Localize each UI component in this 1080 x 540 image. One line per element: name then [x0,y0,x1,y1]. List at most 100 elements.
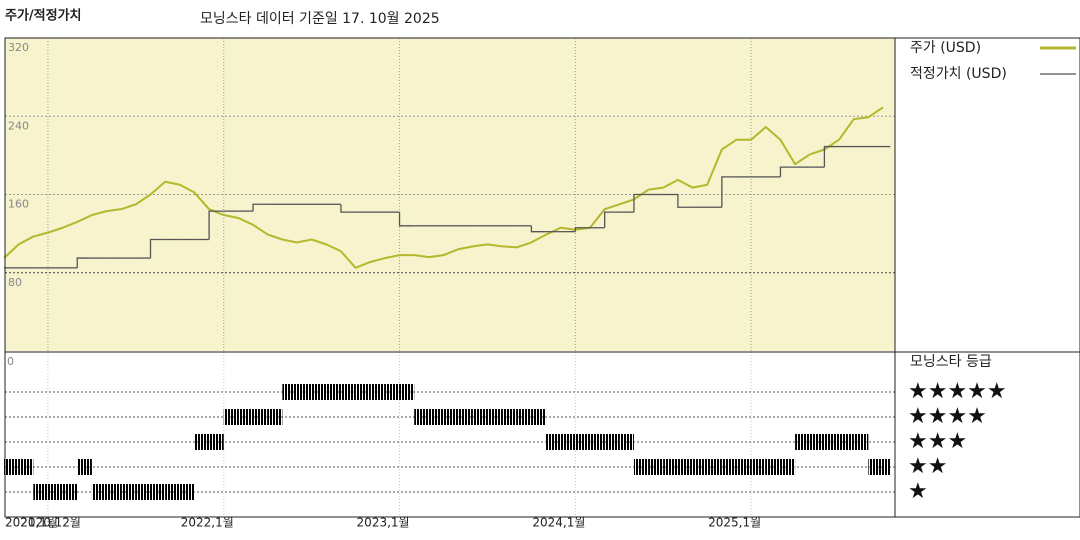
chart-subtitle: 모닝스타 데이터 기준일 17. 10월 2025 [200,11,440,27]
rating-bar [883,459,891,475]
fair-value-step [604,211,620,228]
fair-value-step [149,238,166,259]
rating-bar [692,459,708,475]
rating-bar [458,409,473,425]
rating-bar [677,459,693,475]
rating-bar [238,409,254,425]
rating-bar [663,459,678,475]
fair-value-step [823,145,840,168]
rating-bar [428,409,444,425]
rating-bar [721,459,737,475]
rating-bar [795,434,810,450]
rating-bar [77,459,92,475]
rating-bar [487,409,503,425]
rating-bar [311,384,327,400]
panel-title: 모닝스타 등급 [910,354,992,370]
rating-label: ★★★★ [908,404,987,429]
rating-bar [4,459,19,475]
rating-bar [502,409,517,425]
rating-bar [267,409,283,425]
y-tick-label: 240 [8,119,29,132]
rating-bar [135,484,151,500]
fair-value-step [76,257,92,268]
rating-bar [472,409,488,425]
fair-value-step [721,176,737,208]
rating-bar [619,434,634,450]
rating-bar [121,484,136,500]
rating-bar [384,384,400,400]
fair-value-step [574,227,590,232]
rating-bar [62,484,78,500]
rating-bar [824,434,840,450]
rating-bar [399,384,415,400]
rating-bar [326,384,341,400]
x-tick-label: 2024,1월 [532,516,585,530]
rating-bar [868,459,883,475]
rating-bar [414,409,429,425]
rating-bar [648,459,664,475]
rating-bar [165,484,180,500]
rating-bar [780,459,796,475]
rating-bar [223,409,239,425]
y-tick-label: 160 [8,198,29,211]
rating-bar [370,384,385,400]
fair-value-step [779,166,796,177]
rating-bar [443,409,459,425]
x-tick-label: 2022,1월 [181,516,234,530]
rating-bar [839,434,854,450]
rating-bar [560,434,576,450]
x-tick-label: 2020,12월 [20,516,81,530]
chart-title: 주가/적정가치 [5,8,82,24]
rating-bar [633,459,649,475]
rating-bar [47,484,63,500]
rating-bar [150,484,166,500]
rating-label: ★★★★★ [908,379,1007,404]
rating-bar [340,384,356,400]
fair-value-step [398,212,415,227]
rating-bar [590,434,605,450]
rating-bar [575,434,590,450]
rating-bar [809,434,825,450]
y-tick-label: 80 [8,276,22,289]
rating-bar [194,434,210,450]
rating-bar [282,384,297,400]
fair-value-step [340,204,356,213]
rating-label: ★★ [908,454,947,479]
corner-label: 0 [7,355,14,368]
rating-bar [253,409,268,425]
rating-bar [297,384,312,400]
frame [4,37,1080,518]
rating-bar [765,459,781,475]
rating-bar [516,409,532,425]
fair-value-step [208,210,224,240]
rating-bar [604,434,620,450]
rating-bar [751,459,766,475]
rating-bar [91,484,107,500]
legend-label: 적정가치 (USD) [910,66,1007,82]
rating-bar [18,459,34,475]
x-tick-label: 2023,1월 [357,516,410,530]
rating-bar [179,484,195,500]
fair-value-step [530,225,547,233]
rating-label: ★★★ [908,429,967,454]
y-tick-label: 320 [8,41,29,54]
price-line [3,106,884,269]
rating-label: ★ [908,479,928,504]
rating-bar [707,459,722,475]
fair-value-step [633,193,649,213]
rating-bar [106,484,122,500]
rating-bar [355,384,371,400]
rating-bar [209,434,224,450]
fair-value-step [252,203,268,212]
x-tick-label: 2025,1월 [708,516,761,530]
x-tick-label: 2021,1월 [5,516,58,530]
rating-bar [531,409,547,425]
rating-bar [853,434,869,450]
rating-bar [736,459,752,475]
rating-bar [33,484,48,500]
rating-bar [546,434,561,450]
fair-value-step [677,194,693,208]
legend-label: 주가 (USD) [910,40,981,56]
